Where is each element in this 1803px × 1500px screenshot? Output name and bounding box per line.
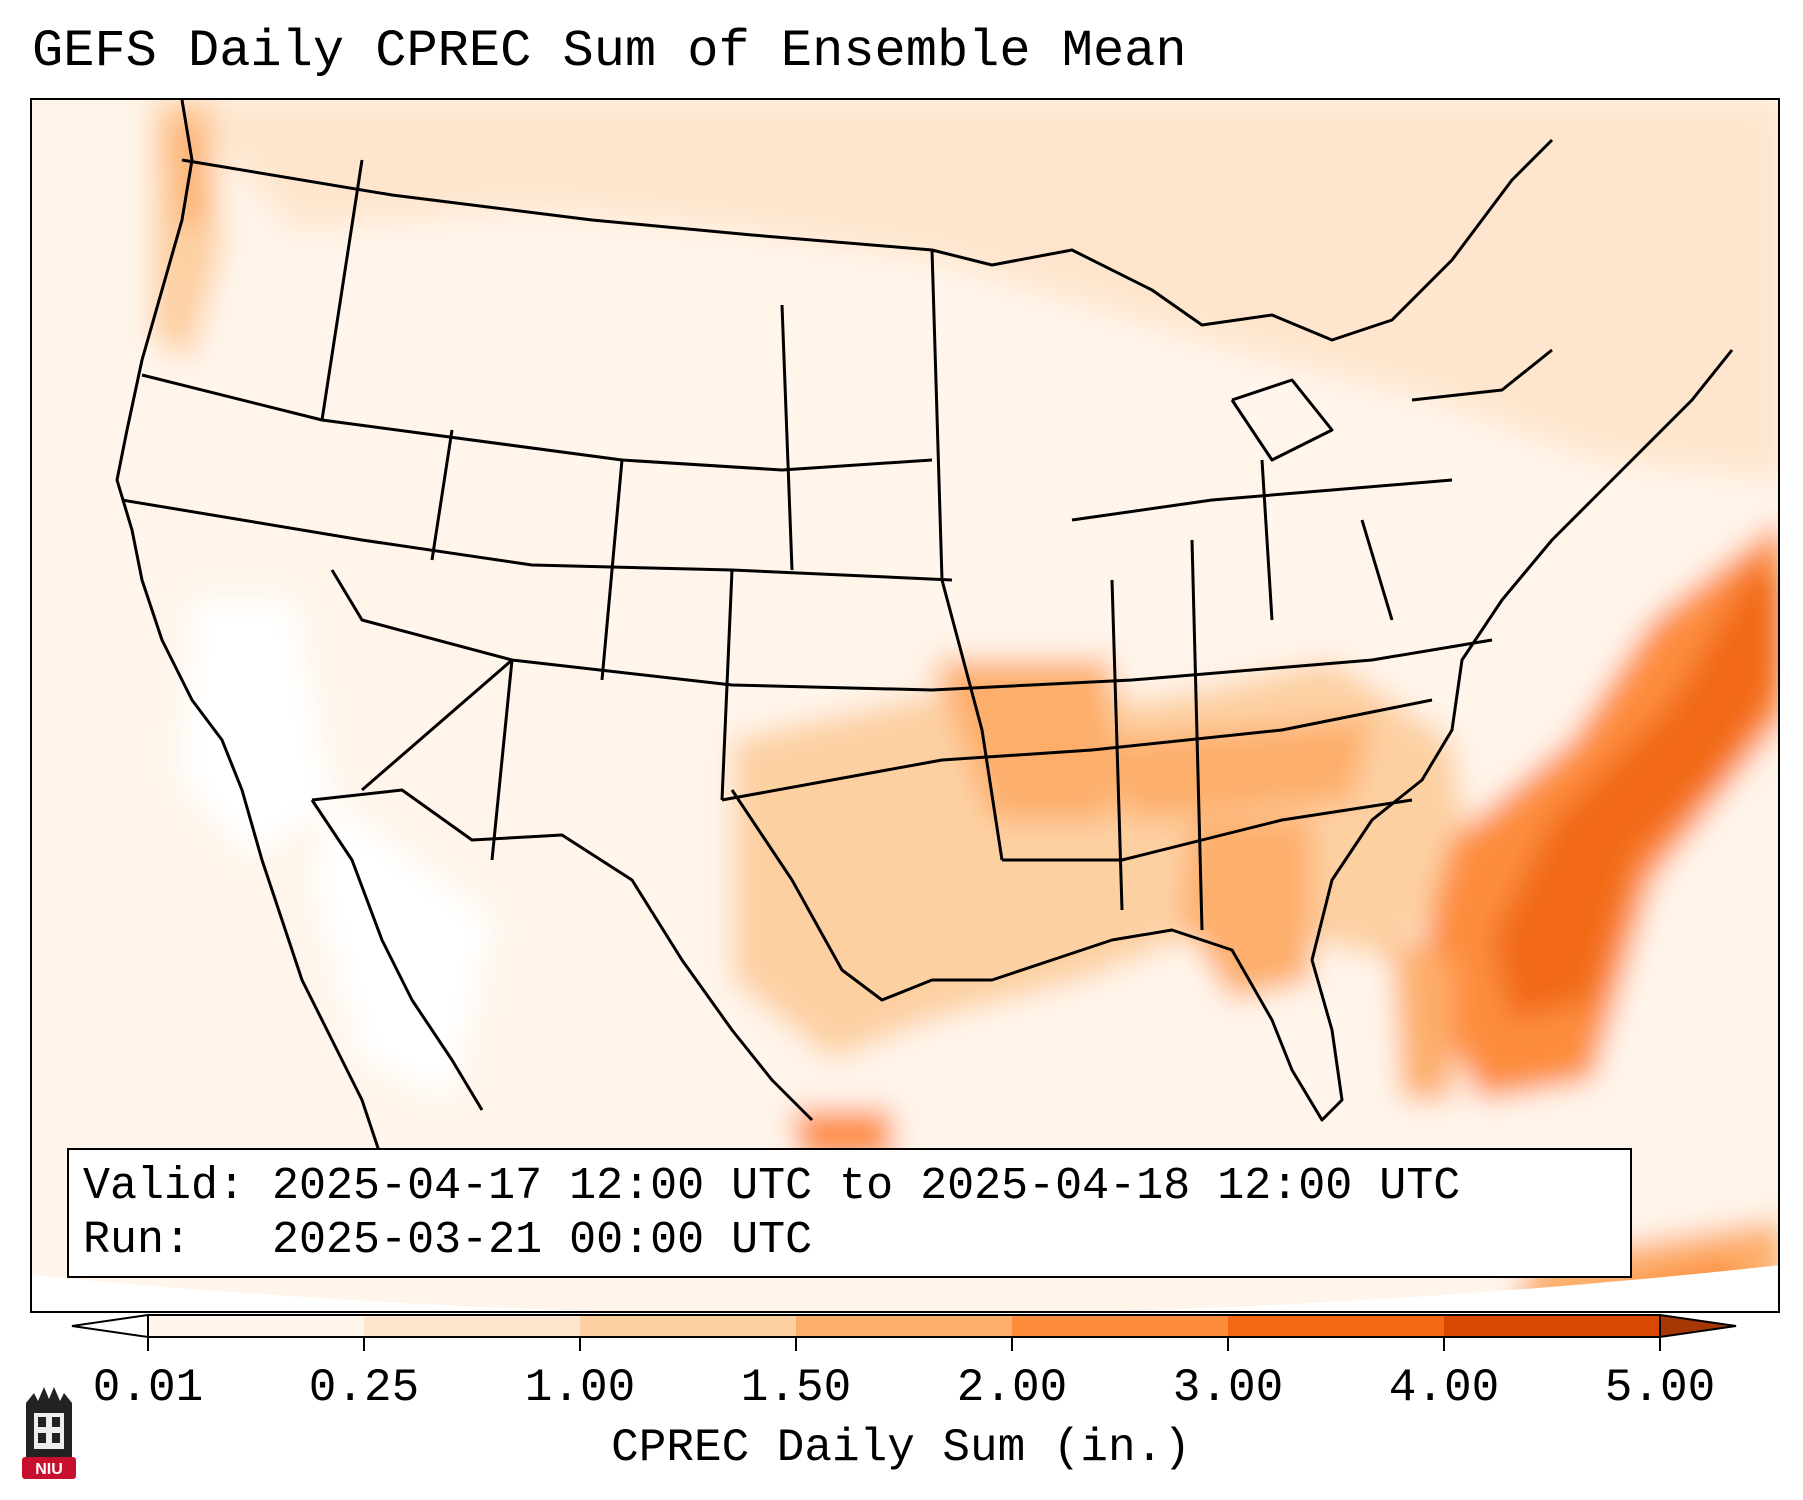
colorbar-tick-label: 3.00 (1172, 1362, 1284, 1414)
run-value: 2025-03-21 00:00 UTC (272, 1215, 813, 1266)
run-label: Run: (83, 1215, 192, 1266)
colorbar-tick-label: 5.00 (1604, 1362, 1716, 1414)
colorbar-segment (148, 1315, 365, 1337)
colorbar-segment (796, 1315, 1013, 1337)
precip-shading (32, 100, 1778, 1311)
colorbar-segment (364, 1315, 581, 1337)
colorbar-tick-label: 2.00 (956, 1362, 1068, 1414)
east-coastline (730, 349, 1734, 1122)
mexico-border (311, 788, 814, 1122)
canada-border (181, 138, 1554, 342)
colorbar-over-extension (1659, 1313, 1737, 1339)
colorbar-segment (1228, 1315, 1445, 1337)
colorbar-segment (1444, 1315, 1661, 1337)
colorbar-outline (147, 1314, 1661, 1338)
precip-map (32, 100, 1778, 1311)
boundaries (115, 100, 1734, 1161)
lake-michigan-outline (1230, 378, 1334, 462)
valid-row: Valid: 2025-04-17 12:00 UTC to 2025-04-1… (83, 1160, 1616, 1214)
valid-run-infobox: Valid: 2025-04-17 12:00 UTC to 2025-04-1… (67, 1148, 1632, 1278)
colorbar-under-extension (71, 1313, 149, 1339)
colorbar-segment (580, 1315, 797, 1337)
colorbar-tick-label: 1.50 (740, 1362, 852, 1414)
projection-edge (32, 1265, 1778, 1311)
colorbar-tick-label: 4.00 (1388, 1362, 1500, 1414)
run-row: Run: 2025-03-21 00:00 UTC (83, 1214, 1616, 1268)
baja-coastline (310, 799, 484, 1111)
colorbar-segment (1012, 1315, 1229, 1337)
valid-label: Valid: (83, 1161, 246, 1212)
colorbar-tick-label: 1.00 (524, 1362, 636, 1414)
colorbar (71, 1313, 1737, 1351)
colorbar-tick-label: 0.25 (308, 1362, 420, 1414)
map-frame (30, 98, 1780, 1313)
colorbar-label: CPREC Daily Sum (in.) (611, 1422, 1191, 1474)
west-coastline (115, 100, 384, 1161)
valid-value: 2025-04-17 12:00 UTC to 2025-04-18 12:00… (272, 1161, 1461, 1212)
colorbar-tick-label: 0.01 (92, 1362, 204, 1414)
map-title: GEFS Daily CPREC Sum of Ensemble Mean (32, 22, 1187, 81)
logo-text: NIU (35, 1461, 63, 1478)
colorbar-segments (71, 1313, 1737, 1339)
university-tower-icon: NIU (22, 1387, 76, 1479)
colorbar-ticks (147, 1337, 1661, 1351)
